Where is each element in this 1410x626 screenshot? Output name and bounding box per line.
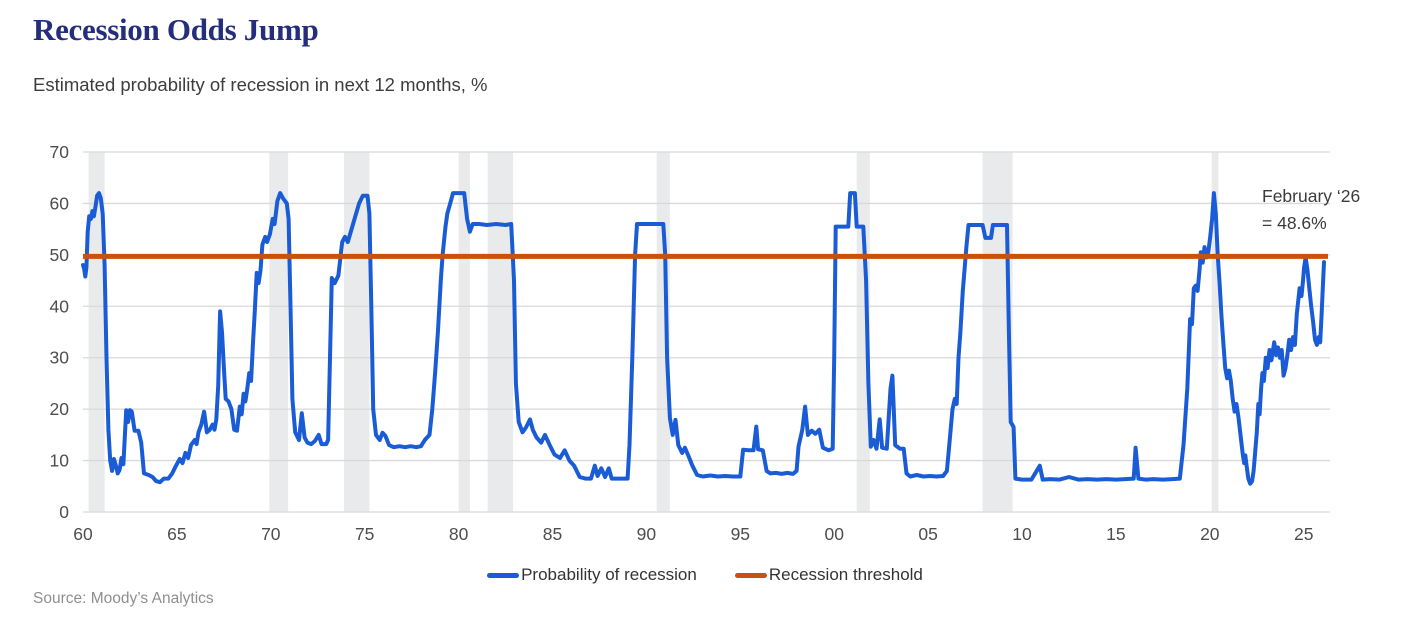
recession-band: [656, 152, 670, 512]
x-tick-label: 70: [261, 524, 281, 544]
recession-band: [487, 152, 514, 512]
legend-item-probability: Probability of recession: [487, 565, 697, 585]
page-title: Recession Odds Jump: [33, 12, 319, 47]
x-tick-label: 95: [731, 524, 750, 544]
y-tick-label: 50: [50, 245, 70, 265]
recession-band: [1211, 152, 1219, 512]
x-tick-label: 10: [1012, 524, 1032, 544]
y-tick-label: 30: [50, 348, 70, 368]
legend-label-probability: Probability of recession: [521, 565, 697, 584]
y-tick-label: 10: [50, 451, 70, 471]
y-tick-label: 0: [59, 502, 69, 522]
x-tick-label: 75: [355, 524, 374, 544]
annotation-feb26: February ‘26 = 48.6%: [1262, 183, 1360, 237]
recession-band: [88, 152, 105, 512]
probability-line: [81, 191, 1326, 486]
y-tick-label: 40: [50, 296, 70, 316]
threshold-line-swatch-icon: [734, 572, 767, 578]
x-tick-label: 65: [167, 524, 186, 544]
x-tick-label: 60: [73, 524, 93, 544]
source-note: Source: Moody’s Analytics: [33, 590, 214, 607]
recession-band: [269, 152, 289, 512]
x-tick-label: 85: [543, 524, 562, 544]
y-tick-label: 60: [50, 193, 70, 213]
y-tick-label: 70: [50, 142, 70, 162]
legend-item-threshold: Recession threshold: [734, 565, 923, 585]
annotation-line1: February ‘26: [1262, 186, 1361, 206]
x-tick-label: 25: [1294, 524, 1313, 544]
y-tick-label: 20: [50, 399, 70, 419]
recession-band: [856, 152, 870, 512]
x-tick-label: 00: [824, 524, 844, 544]
probability-line-swatch-icon: [487, 572, 520, 578]
annotation-line2: = 48.6%: [1262, 213, 1327, 234]
chart-subtitle: Estimated probability of recession in ne…: [33, 74, 488, 95]
legend-label-threshold: Recession threshold: [768, 565, 923, 584]
chart-legend: Probability of recession Recession thres…: [0, 565, 1410, 585]
recession-band: [458, 152, 470, 512]
x-tick-label: 90: [637, 524, 657, 544]
x-tick-label: 80: [449, 524, 469, 544]
x-tick-label: 05: [918, 524, 937, 544]
x-tick-label: 15: [1106, 524, 1125, 544]
x-tick-label: 20: [1200, 524, 1220, 544]
